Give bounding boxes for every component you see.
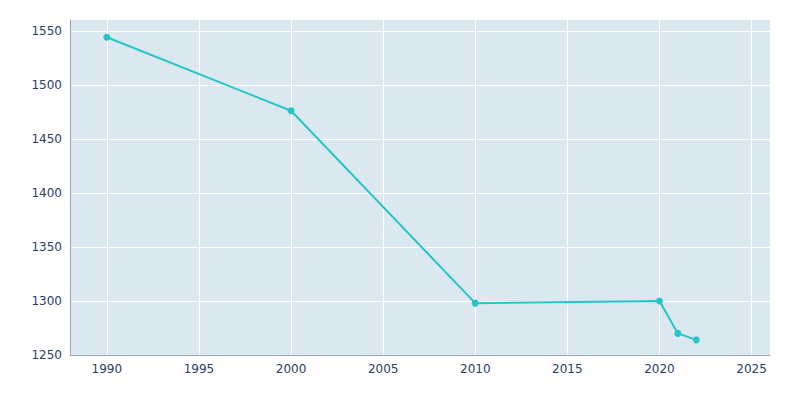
svg-text:1990: 1990 [92,362,123,376]
svg-text:1500: 1500 [31,78,62,92]
svg-text:1450: 1450 [31,132,62,146]
svg-text:2025: 2025 [736,362,767,376]
svg-text:1350: 1350 [31,240,62,254]
svg-text:2005: 2005 [368,362,399,376]
svg-text:1250: 1250 [31,348,62,362]
svg-text:1300: 1300 [31,294,62,308]
svg-text:2000: 2000 [276,362,307,376]
svg-text:2015: 2015 [552,362,583,376]
svg-text:2010: 2010 [460,362,491,376]
svg-text:2020: 2020 [644,362,675,376]
svg-text:1550: 1550 [31,24,62,38]
svg-text:1995: 1995 [184,362,215,376]
svg-text:1400: 1400 [31,186,62,200]
